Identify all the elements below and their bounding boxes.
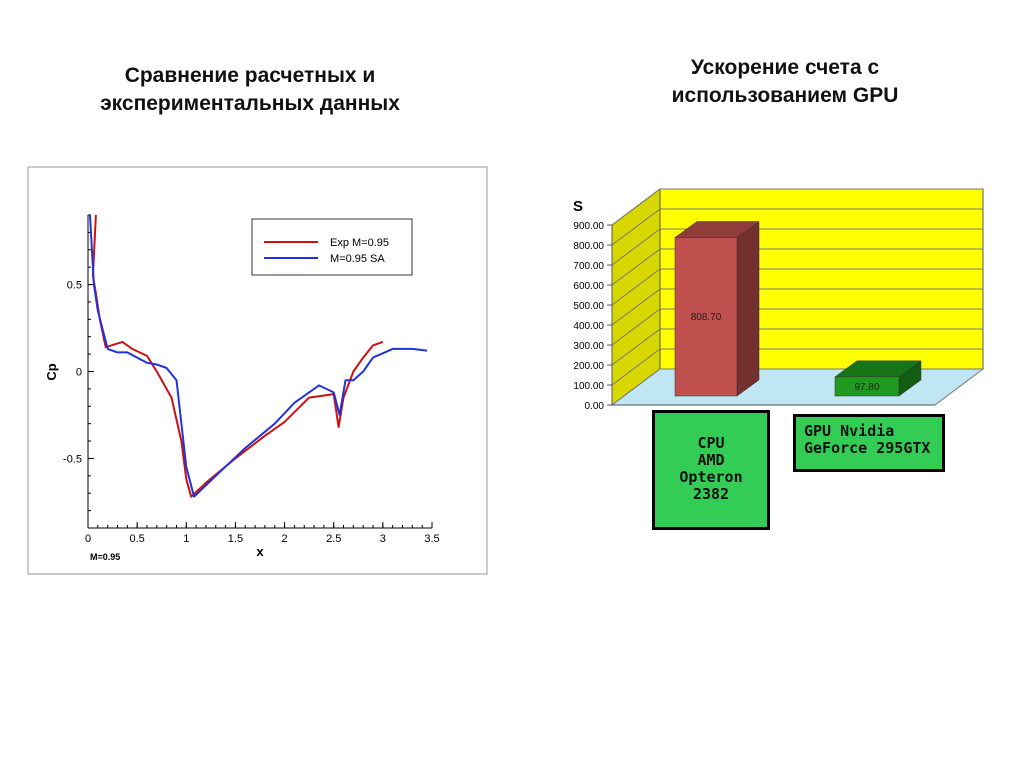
y-tick-label: 200.00	[573, 361, 604, 372]
left-chart-title: Сравнение расчетных и экспериментальных …	[40, 62, 460, 118]
gridline	[611, 268, 983, 306]
gridline	[611, 208, 983, 246]
bar-side-face	[736, 221, 760, 397]
cpu-label-line: 2382	[692, 485, 730, 503]
legend: Exp M=0.95 M=0.95 SA	[251, 218, 413, 276]
cpu-label-line: CPU	[697, 434, 725, 452]
right-title-line-1: Ускорение счета с	[690, 56, 880, 79]
mach-footnote: M=0.95	[90, 552, 120, 562]
side-wall	[611, 188, 661, 406]
x-tick-label: 2.5	[326, 533, 341, 545]
gridline	[611, 188, 983, 226]
x-axis-label: x	[256, 544, 264, 559]
bar-y-axis-label: S	[573, 198, 583, 215]
x-tick-label: 3	[380, 533, 386, 545]
gpu-label-line: GeForce 295GTX	[804, 439, 931, 457]
gridline	[611, 228, 983, 266]
y-tick-label: 900.00	[573, 221, 604, 232]
x-tick-label: 2	[282, 533, 288, 545]
category-label-gpu: GPU Nvidia GeForce 295GTX	[793, 414, 945, 472]
y-tick-label: 600.00	[573, 281, 604, 292]
bar-value-label: 808.70	[691, 312, 722, 323]
y-tick-label: 400.00	[573, 321, 604, 332]
gridline	[611, 248, 983, 286]
y-tick-label: 500.00	[573, 301, 604, 312]
bar-front-face	[834, 376, 900, 397]
x-tick-label: 1.5	[228, 533, 243, 545]
x-tick-label: 0.5	[129, 533, 144, 545]
x-tick-label: 3.5	[424, 533, 439, 545]
gridline	[611, 308, 983, 346]
floor	[610, 368, 985, 406]
category-label-cpu: CPU AMD Opteron 2382	[652, 410, 770, 530]
y-tick-label: 0.5	[67, 280, 82, 292]
y-tick-label: 100.00	[573, 381, 604, 392]
left-title-line-1: Сравнение расчетных и	[124, 64, 376, 87]
y-tick-label: 300.00	[573, 341, 604, 352]
y-axis-label: Cp	[44, 363, 59, 380]
y-tick-label: -0.5	[63, 453, 82, 465]
y-tick-label: 700.00	[573, 261, 604, 272]
gpu-label-line: GPU Nvidia	[804, 422, 895, 440]
cpu-label-line: AMD	[697, 451, 725, 469]
legend-label-sa: M=0.95 SA	[330, 253, 385, 265]
legend-label-exp: Exp M=0.95	[330, 237, 389, 249]
left-title-line-2: экспериментальных данных	[100, 92, 400, 115]
gridline	[611, 288, 983, 326]
bar-gpu: 97.80	[834, 360, 922, 397]
legend-box	[251, 218, 413, 276]
x-tick-label: 0	[85, 533, 91, 545]
y-tick-label: 0.00	[585, 401, 605, 412]
x-tick-label: 1	[183, 533, 189, 545]
right-chart-title: Ускорение счета с использованием GPU	[585, 54, 985, 110]
bar-cpu: 808.70	[674, 221, 760, 397]
y-tick-label: 0	[76, 367, 82, 379]
cpu-label-line: Opteron	[679, 468, 743, 486]
bar-value-label: 97.80	[854, 382, 879, 393]
gridline	[611, 328, 983, 366]
bar-front-face	[674, 237, 738, 397]
y-tick-label: 800.00	[573, 241, 604, 252]
right-title-line-2: использованием GPU	[671, 84, 899, 107]
gridline	[611, 348, 983, 386]
series-line-sa	[89, 214, 428, 498]
